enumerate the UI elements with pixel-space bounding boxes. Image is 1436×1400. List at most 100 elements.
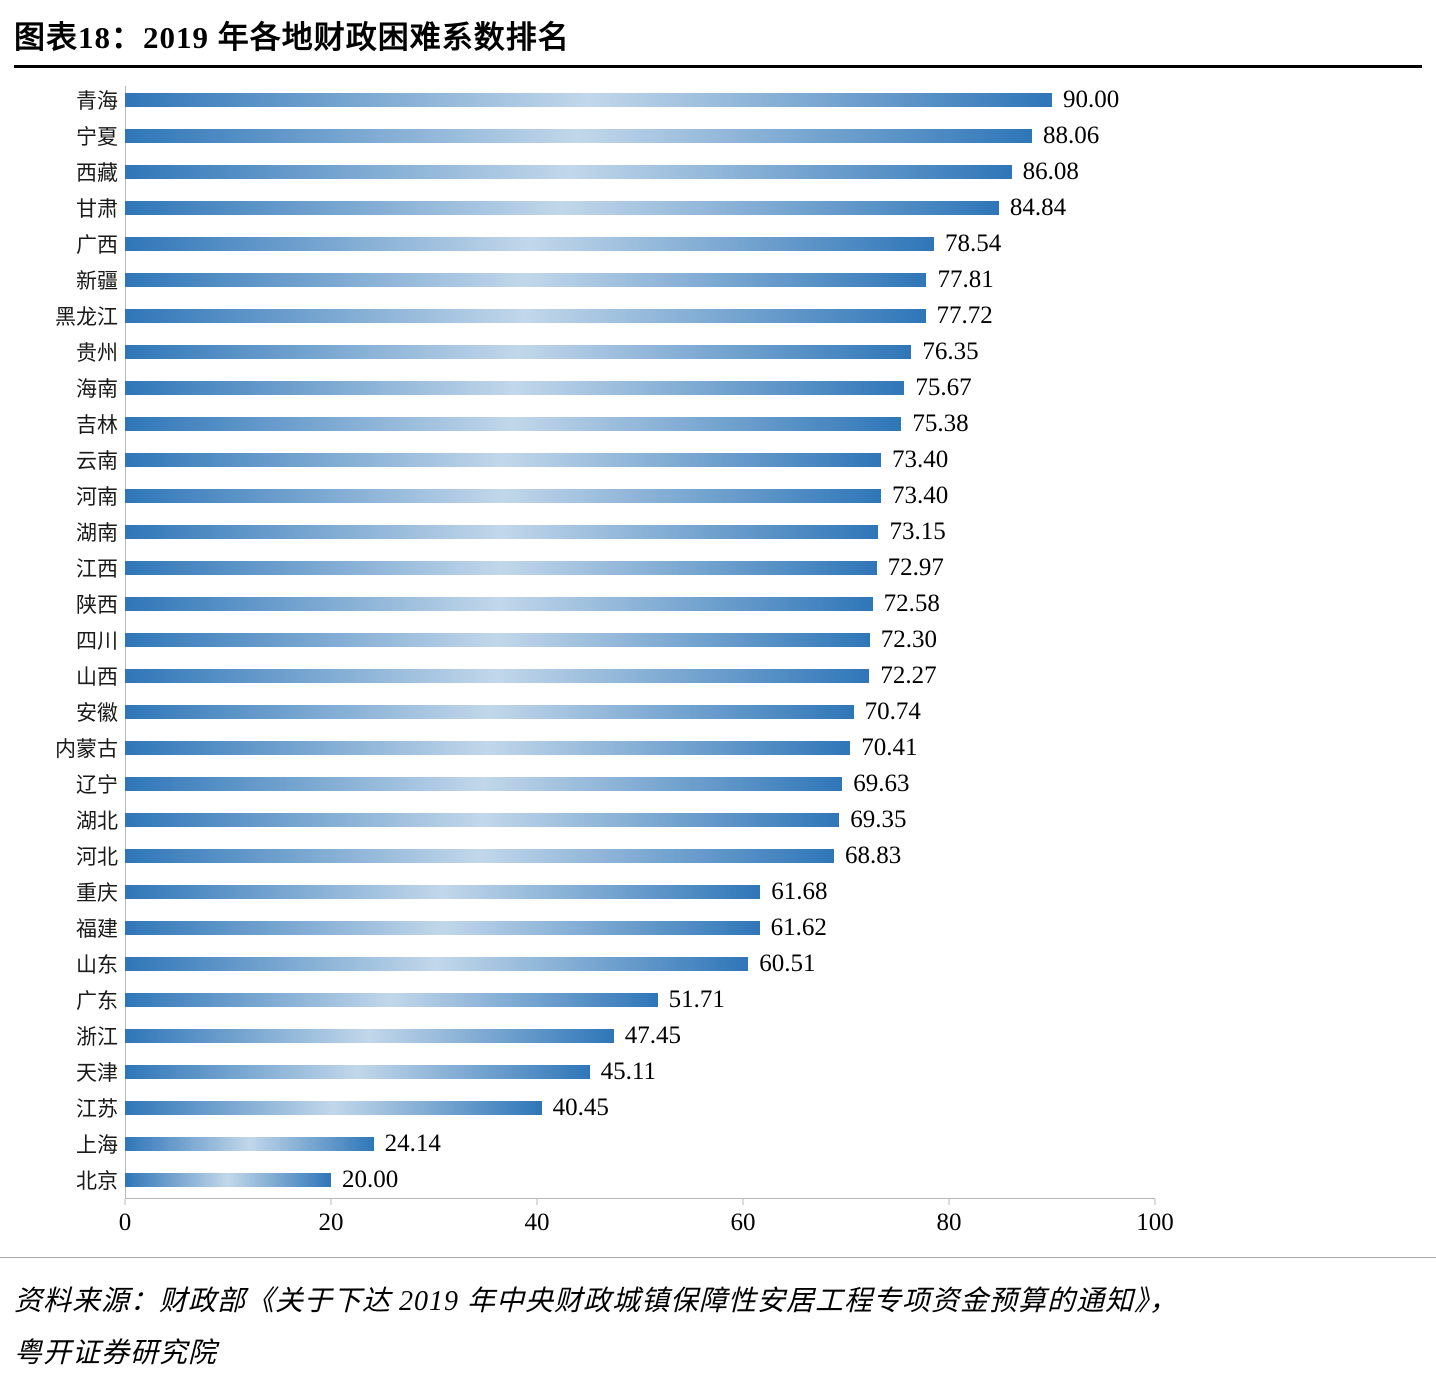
bar-row: 山东 60.51 <box>0 946 1436 982</box>
value-label: 78.54 <box>944 230 1002 257</box>
value-label: 73.40 <box>892 482 949 509</box>
bar-area: 73.40 <box>125 442 1155 478</box>
value-label: 45.11 <box>600 1058 656 1085</box>
bar-row: 安徽 70.74 <box>0 694 1436 730</box>
value-label: 72.30 <box>880 626 937 653</box>
bar-area: 72.27 <box>125 658 1155 694</box>
bar <box>125 129 1033 143</box>
bar-area: 69.35 <box>125 802 1155 838</box>
bar-row: 山西 72.27 <box>0 658 1436 694</box>
bar <box>125 957 749 971</box>
category-label: 上海 <box>76 1133 118 1157</box>
value-label: 86.08 <box>1022 158 1079 185</box>
category-label: 天津 <box>76 1061 118 1085</box>
bar-area: 77.81 <box>125 262 1155 298</box>
bar <box>125 489 882 503</box>
value-label: 84.84 <box>1009 194 1067 221</box>
bar <box>125 345 912 359</box>
source-line-2: 粤开证券研究院 <box>14 1337 218 1369</box>
bar <box>125 813 840 827</box>
bar-area: 69.63 <box>125 766 1155 802</box>
bar-area: 77.72 <box>125 298 1155 334</box>
bar-row: 内蒙古 70.41 <box>0 730 1436 766</box>
bar-area: 76.35 <box>125 334 1155 370</box>
bar <box>125 201 999 215</box>
category-label: 甘肃 <box>76 197 118 221</box>
bar-row: 天津 45.11 <box>0 1054 1436 1090</box>
bar-row: 西藏 86.08 <box>0 154 1436 190</box>
bar-area: 24.14 <box>125 1126 1155 1162</box>
value-label: 47.45 <box>624 1022 681 1049</box>
bar <box>125 309 926 323</box>
value-label: 51.71 <box>668 986 725 1013</box>
category-label: 广东 <box>76 989 118 1013</box>
x-tick-label: 40 <box>524 1209 550 1236</box>
category-label: 河北 <box>76 845 118 869</box>
bar <box>125 849 834 863</box>
bar-row: 四川 72.30 <box>0 622 1436 658</box>
value-label: 72.97 <box>887 554 944 581</box>
value-label: 88.06 <box>1043 122 1100 149</box>
bar-area: 61.62 <box>125 910 1155 946</box>
x-tick-label: 0 <box>118 1209 132 1236</box>
bar <box>125 93 1052 107</box>
bar <box>125 1065 590 1079</box>
value-label: 40.45 <box>552 1094 609 1121</box>
category-label: 内蒙古 <box>55 737 118 761</box>
value-label: 75.67 <box>915 374 972 401</box>
bar <box>125 633 870 647</box>
category-label: 北京 <box>76 1169 118 1193</box>
category-label: 海南 <box>76 377 118 401</box>
bar-row: 辽宁 69.63 <box>0 766 1436 802</box>
category-label: 新疆 <box>76 269 118 293</box>
category-label: 青海 <box>76 89 118 113</box>
value-label: 72.58 <box>883 590 940 617</box>
value-label: 77.72 <box>936 302 993 329</box>
bar <box>125 921 760 935</box>
category-label: 西藏 <box>76 161 118 185</box>
bar-chart: 青海 90.00 宁夏 88.06 西藏 86.08 甘肃 84.84 广西 78.54 新疆 77.… <box>0 82 1436 1245</box>
category-label: 江西 <box>76 557 118 581</box>
bar-area: 68.83 <box>125 838 1155 874</box>
category-label: 重庆 <box>76 881 118 905</box>
chart-header: 图表18：2019 年各地财政困难系数排名 <box>0 0 1436 68</box>
value-label: 61.68 <box>771 878 828 905</box>
category-label: 山东 <box>76 953 118 977</box>
bar-area: 84.84 <box>125 190 1155 226</box>
bar-row: 河北 68.83 <box>0 838 1436 874</box>
value-label: 69.63 <box>853 770 910 797</box>
bar <box>125 669 870 683</box>
bar-row: 广东 51.71 <box>0 982 1436 1018</box>
bar <box>125 453 882 467</box>
bar-row: 海南 75.67 <box>0 370 1436 406</box>
category-label: 云南 <box>76 449 118 473</box>
source-footer: 资料来源：财政部《关于下达 2019 年中央财政城镇保障性安居工程专项资金预算的… <box>0 1257 1436 1380</box>
bar <box>125 165 1012 179</box>
value-label: 20.00 <box>342 1166 399 1193</box>
bar-row: 云南 73.40 <box>0 442 1436 478</box>
value-label: 73.15 <box>889 518 946 545</box>
category-label: 江苏 <box>76 1097 118 1121</box>
bar-row: 陕西 72.58 <box>0 586 1436 622</box>
value-label: 68.83 <box>844 842 902 869</box>
value-label: 69.35 <box>850 806 907 833</box>
value-label: 90.00 <box>1063 86 1120 113</box>
bar-row: 宁夏 88.06 <box>0 118 1436 154</box>
bar-area: 78.54 <box>125 226 1155 262</box>
bar <box>125 993 658 1007</box>
bar <box>125 777 843 791</box>
bar-row: 上海 24.14 <box>0 1126 1436 1162</box>
category-label: 湖南 <box>76 521 118 545</box>
category-label: 安徽 <box>76 701 118 725</box>
x-tick-mark <box>124 1199 126 1205</box>
value-label: 77.81 <box>937 266 994 293</box>
bar <box>125 237 934 251</box>
bar-row: 新疆 77.81 <box>0 262 1436 298</box>
category-label: 宁夏 <box>76 125 118 149</box>
category-label: 福建 <box>76 917 118 941</box>
category-label: 辽宁 <box>76 773 118 797</box>
bar-area: 61.68 <box>125 874 1155 910</box>
x-tick-label: 100 <box>1136 1209 1174 1236</box>
value-label: 72.27 <box>880 662 937 689</box>
bar <box>125 1029 614 1043</box>
